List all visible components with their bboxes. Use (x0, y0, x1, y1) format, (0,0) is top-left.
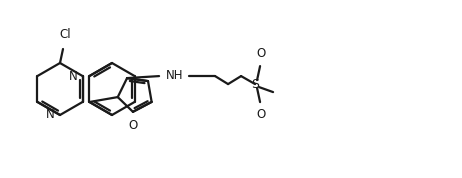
Text: N: N (46, 109, 55, 122)
Text: O: O (256, 47, 266, 60)
Text: O: O (128, 119, 138, 132)
Text: Cl: Cl (59, 28, 71, 41)
Text: S: S (251, 78, 259, 91)
Text: NH: NH (166, 69, 184, 82)
Text: O: O (256, 108, 266, 121)
Text: N: N (69, 69, 78, 82)
